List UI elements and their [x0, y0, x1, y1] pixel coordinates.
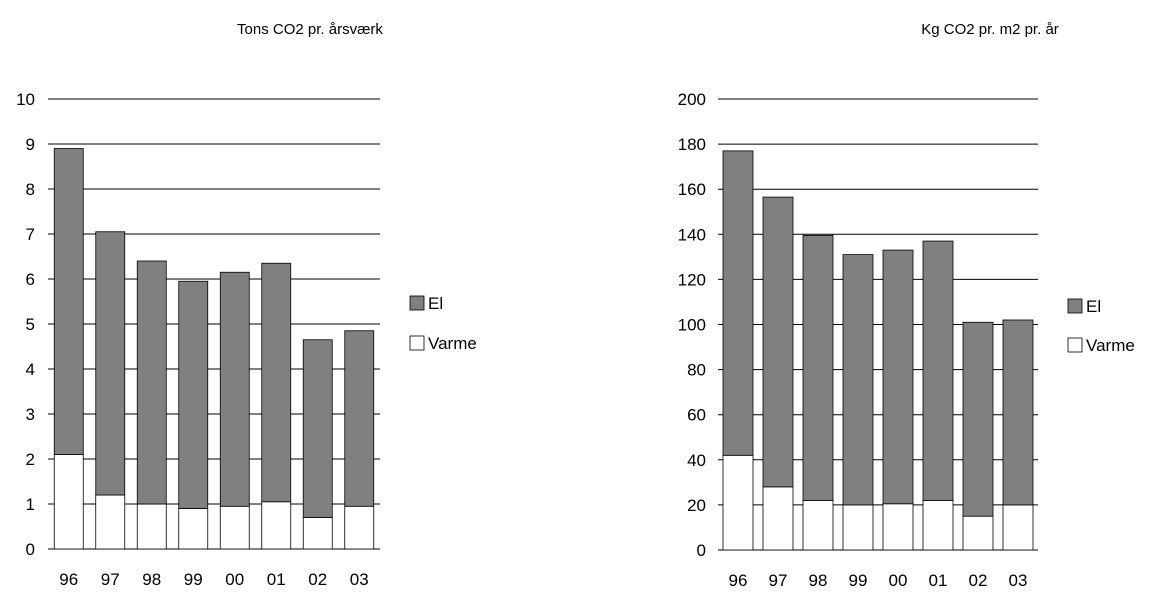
y-tick-label: 180 [678, 135, 706, 154]
x-tick-label: 96 [59, 570, 78, 589]
bar-varme-97 [762, 486, 794, 551]
bar-varme-99 [842, 504, 874, 551]
bar-varme-96 [722, 454, 754, 551]
y-tick-labels: 0 20 40 60 80 100 120 140 160 180 200 [678, 90, 706, 560]
bar-varme-01 [261, 501, 292, 550]
x-tick-label: 01 [267, 570, 286, 589]
bar-varme-99 [178, 508, 209, 550]
x-tick-label: 97 [769, 571, 788, 590]
x-tick-label: 99 [184, 570, 203, 589]
bar-el-02 [302, 339, 333, 518]
x-tick-label: 98 [142, 570, 161, 589]
y-tick-label: 0 [697, 541, 706, 560]
legend-label-varme: Varme [428, 334, 477, 353]
y-tick-label: 6 [26, 270, 35, 289]
bar-el-01 [922, 240, 954, 501]
legend-swatch-el [409, 295, 425, 311]
bar-varme-97 [95, 494, 126, 550]
y-tick-label: 1 [26, 495, 35, 514]
y-tick-label: 10 [16, 90, 35, 109]
bar-varme-98 [802, 499, 834, 551]
y-tick-label: 7 [26, 225, 35, 244]
bar-varme-03 [344, 505, 375, 550]
bar-el-96 [53, 148, 84, 455]
bar-el-00 [882, 249, 914, 505]
chart-kg-co2-per-m2: Kg CO2 pr. m2 pr. år 0204060801001201401… [678, 21, 1135, 590]
bar-el-01 [261, 262, 292, 503]
x-tick-label: 02 [969, 571, 988, 590]
legend: El Varme [1067, 297, 1135, 355]
x-tick-label: 96 [729, 571, 748, 590]
bar-varme-00 [219, 505, 250, 550]
legend-label-el: El [428, 294, 443, 313]
bars [53, 148, 375, 550]
y-tick-label: 4 [26, 360, 35, 379]
legend-swatch-varme [1067, 337, 1083, 353]
bar-el-03 [344, 330, 375, 507]
bar-el-02 [962, 321, 994, 517]
y-tick-label: 100 [678, 316, 706, 335]
y-tick-label: 200 [678, 90, 706, 109]
x-tick-labels: 96 97 98 99 00 01 02 03 [729, 571, 1028, 590]
legend: El Varme [409, 294, 477, 353]
bar-el-00 [219, 271, 250, 507]
legend-swatch-varme [409, 335, 425, 351]
bars [722, 150, 1034, 551]
x-tick-label: 00 [889, 571, 908, 590]
legend-label-el: El [1086, 297, 1101, 316]
y-tick-label: 3 [26, 405, 35, 424]
chart-title: Tons CO2 pr. årsværk [237, 21, 383, 38]
legend-swatch-el [1067, 298, 1083, 314]
bar-el-96 [722, 150, 754, 456]
y-tick-label: 20 [687, 496, 706, 515]
y-tick-label: 9 [26, 135, 35, 154]
y-tick-label: 140 [678, 225, 706, 244]
x-tick-label: 99 [849, 571, 868, 590]
bar-el-98 [802, 235, 834, 501]
y-tick-label: 60 [687, 406, 706, 425]
x-tick-label: 03 [1009, 571, 1028, 590]
y-tick-label: 120 [678, 270, 706, 289]
y-tick-label: 0 [26, 540, 35, 559]
bar-varme-98 [136, 503, 167, 550]
chart-title: Kg CO2 pr. m2 pr. år [921, 21, 1059, 38]
y-tick-label: 40 [687, 451, 706, 470]
bar-varme-00 [882, 503, 914, 551]
legend-label-varme: Varme [1086, 336, 1135, 355]
bar-varme-02 [302, 517, 333, 550]
x-tick-label: 02 [308, 570, 327, 589]
bar-el-97 [95, 231, 126, 496]
x-tick-labels: 96 97 98 99 00 01 02 03 [59, 570, 368, 589]
bar-varme-02 [962, 515, 994, 551]
bar-el-97 [762, 196, 794, 488]
bar-varme-01 [922, 499, 954, 551]
bar-el-99 [842, 254, 874, 506]
bar-varme-03 [1002, 504, 1034, 551]
bar-varme-96 [53, 454, 84, 550]
x-tick-label: 98 [809, 571, 828, 590]
y-tick-label: 80 [687, 361, 706, 380]
bar-el-03 [1002, 319, 1034, 506]
y-tick-label: 160 [678, 180, 706, 199]
x-tick-label: 01 [929, 571, 948, 590]
bar-el-98 [136, 260, 167, 505]
y-tick-label: 5 [26, 315, 35, 334]
y-tick-label: 8 [26, 180, 35, 199]
x-tick-label: 97 [101, 570, 120, 589]
y-tick-label: 2 [26, 450, 35, 469]
bar-el-99 [178, 280, 209, 509]
y-tick-labels: 0 1 2 3 4 5 6 7 8 9 10 [16, 90, 35, 559]
x-tick-label: 03 [350, 570, 369, 589]
x-tick-label: 00 [225, 570, 244, 589]
